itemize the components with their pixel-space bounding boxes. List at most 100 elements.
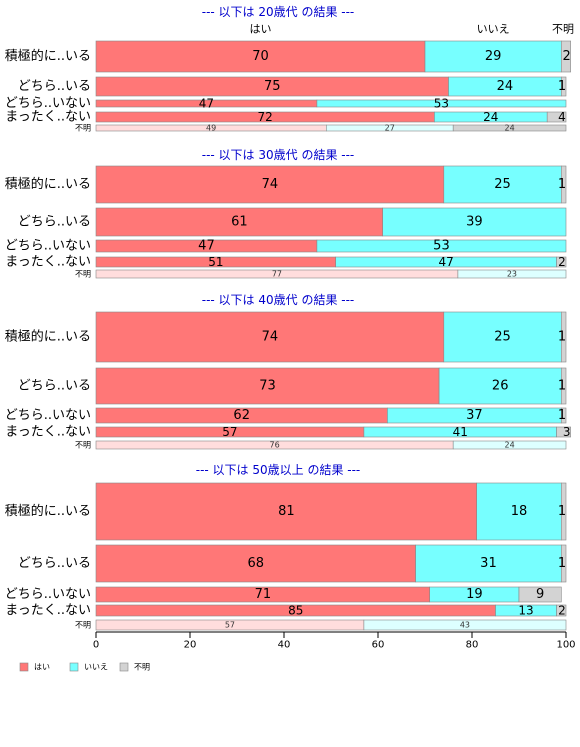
row-label: どちら..いない (5, 408, 91, 423)
bar-segment-no (316, 239, 567, 253)
data-label-unknown: 1 (558, 556, 566, 571)
bar-segment-unknown (560, 165, 567, 204)
data-label-unknown: 2 (563, 49, 571, 64)
legend-label-no: いいえ (84, 663, 108, 672)
row-label: どちら..いない (5, 587, 91, 602)
bar-segment-unknown (560, 544, 567, 583)
column-header-no: いいえ (477, 23, 510, 36)
row-label: まったく..ない (5, 110, 91, 125)
data-label-no: 43 (460, 621, 470, 630)
row-label: どちら..いる (18, 379, 91, 394)
bar-segment-no (316, 99, 567, 108)
data-label-no: 31 (480, 556, 497, 571)
data-label-unknown: 2 (558, 255, 566, 269)
data-label-no: 53 (434, 97, 449, 111)
legend-swatch-unknown (119, 662, 129, 672)
data-label-no: 13 (518, 604, 533, 618)
data-label-no: 23 (507, 270, 517, 279)
data-label-no: 47 (439, 255, 454, 269)
data-label-yes: 61 (231, 215, 248, 230)
panel-title: --- 以下は 30歳代 の結果 --- (202, 148, 355, 162)
data-label-yes: 47 (199, 97, 214, 111)
row-label: どちら..いる (18, 79, 91, 94)
data-label-yes: 74 (262, 177, 279, 192)
row-label: どちら..いない (5, 96, 91, 111)
bar-segment-unknown (560, 367, 567, 405)
bar-segment-yes (95, 544, 416, 583)
row-label: 積極的に..いる (5, 176, 91, 192)
bar-segment-no (424, 40, 562, 73)
bar-segment-yes (95, 367, 440, 405)
row-label: 不明 (75, 124, 91, 133)
x-tick-label: 60 (372, 640, 385, 651)
row-label: 不明 (75, 621, 91, 630)
panel-title: --- 以下は 50歳以上 の結果 --- (196, 463, 361, 477)
row-label: 不明 (75, 270, 91, 279)
data-label-yes: 75 (264, 79, 281, 94)
data-label-unknown: 1 (558, 504, 566, 519)
data-label-yes: 81 (278, 504, 295, 519)
data-label-no: 25 (494, 330, 511, 345)
x-tick-label: 80 (466, 640, 479, 651)
column-header-unknown: 不明 (552, 23, 574, 36)
row-label: 不明 (75, 441, 91, 450)
bar-segment-no (415, 544, 562, 583)
data-label-no: 24 (505, 441, 515, 450)
bar-segment-unknown (452, 124, 567, 132)
bar-segment-yes (95, 311, 445, 363)
column-header-yes: はい (250, 23, 272, 36)
row-label: 積極的に..いる (5, 48, 91, 64)
bar-segment-unknown (560, 482, 567, 541)
data-label-no: 41 (453, 425, 468, 439)
panel-title: --- 以下は 40歳代 の結果 --- (202, 293, 355, 307)
bar-segment-yes (95, 40, 426, 73)
data-label-unknown: 1 (558, 330, 566, 345)
row-label: どちら..いる (18, 215, 91, 230)
row-label: まったく..ない (5, 425, 91, 440)
data-label-unknown: 1 (558, 79, 566, 94)
bar-segment-unknown (560, 40, 571, 73)
data-label-no: 24 (497, 79, 514, 94)
data-label-no: 26 (492, 379, 509, 394)
data-label-unknown: 2 (558, 604, 566, 618)
data-label-unknown: 4 (558, 110, 566, 124)
bar-segment-unknown (518, 586, 562, 603)
row-label: 積極的に..いる (5, 503, 91, 519)
row-label: どちら..いない (5, 239, 91, 254)
data-label-no: 39 (466, 215, 483, 230)
legend-swatch-yes (19, 662, 29, 672)
data-label-no: 25 (494, 177, 511, 192)
row-label: どちら..いる (18, 556, 91, 571)
data-label-yes: 57 (222, 425, 237, 439)
x-tick-label: 40 (278, 640, 291, 651)
data-label-no: 27 (385, 124, 395, 133)
data-label-yes: 73 (259, 379, 276, 394)
row-label: まったく..ない (5, 603, 91, 618)
data-label-unknown: 24 (505, 124, 515, 133)
data-label-yes: 77 (272, 270, 282, 279)
data-label-unknown: 1 (558, 408, 566, 423)
data-label-no: 37 (466, 408, 483, 423)
legend-swatch-no (69, 662, 79, 672)
bar-segment-no (452, 440, 567, 450)
bar-segment-unknown (556, 604, 567, 617)
x-tick-label: 100 (556, 640, 575, 651)
bar-segment-unknown (546, 111, 567, 123)
bar-segment-no (363, 619, 567, 631)
data-label-yes: 70 (252, 49, 269, 64)
data-label-unknown: 3 (563, 425, 571, 439)
bar-segment-no (457, 269, 567, 279)
data-label-yes: 62 (233, 408, 250, 423)
bar-segment-no (438, 367, 562, 405)
data-label-yes: 74 (262, 330, 279, 345)
legend-label-unknown: 不明 (134, 663, 150, 672)
bar-segment-no (443, 165, 562, 204)
legend-label-yes: はい (34, 663, 50, 672)
data-label-yes: 72 (258, 110, 273, 124)
x-tick-label: 20 (184, 640, 197, 651)
panel-title: --- 以下は 20歳代 の結果 --- (202, 5, 355, 19)
data-label-yes: 85 (288, 604, 303, 618)
data-label-no: 18 (511, 504, 528, 519)
data-label-no: 24 (483, 110, 498, 124)
